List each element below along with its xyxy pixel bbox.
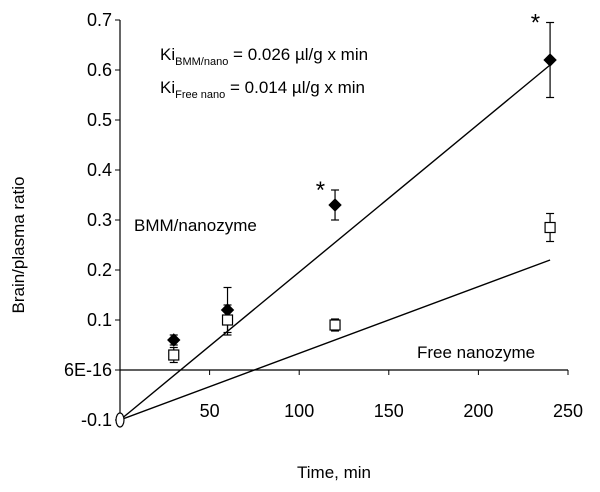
data-marks: **	[115, 10, 557, 428]
ki-bmm-value: = 0.026 µl/g x min	[228, 45, 368, 64]
origin-marker	[115, 412, 125, 428]
ki-free-annotation: KiFree nano = 0.014 µl/g x min	[160, 78, 365, 101]
axes: -0.1 6E-16 0.1 0.2 0.3 0.4 0.5 0.6 0.7 50 100 150 20…	[64, 10, 583, 430]
data-point-bmm	[328, 198, 342, 212]
x-tick-label: 100	[284, 401, 314, 421]
data-point-free	[329, 319, 341, 331]
data-point-bmm	[543, 53, 557, 67]
significance-asterisk: *	[531, 10, 540, 37]
x-tick-label: 50	[200, 401, 220, 421]
fit-lines	[119, 64, 551, 421]
ki-bmm-annotation: KiBMM/nano = 0.026 µl/g x min	[160, 45, 368, 68]
ki-free-value: = 0.014 µl/g x min	[225, 78, 365, 97]
data-point-free	[168, 349, 180, 361]
y-tick-label: 0.5	[87, 110, 112, 130]
y-tick-label: 0.2	[87, 260, 112, 280]
ki-bmm-prefix: Ki	[160, 45, 175, 64]
y-tick-label: 0.4	[87, 160, 112, 180]
fit-line-bmm	[119, 64, 551, 421]
y-tick-label: 0.7	[87, 10, 112, 30]
x-tick-label: 150	[374, 401, 404, 421]
y-tick-label: 0.3	[87, 210, 112, 230]
y-tick-label: 0.1	[87, 310, 112, 330]
ki-free-subscript: Free nano	[175, 89, 225, 101]
y-tick-label: 6E-16	[64, 360, 112, 380]
y-tick-label: -0.1	[81, 410, 112, 430]
series-label-bmm: BMM/nanozyme	[134, 216, 257, 235]
data-point-free	[221, 314, 234, 326]
y-tick-label: 0.6	[87, 60, 112, 80]
ki-bmm-subscript: BMM/nano	[175, 56, 228, 68]
y-axis-title: Brain/plasma ratio	[9, 176, 28, 313]
ki-free-prefix: Ki	[160, 78, 175, 97]
x-tick-label: 250	[553, 401, 583, 421]
data-point-bmm	[167, 333, 181, 347]
significance-asterisk: *	[316, 177, 325, 204]
x-axis-title: Time, min	[297, 463, 371, 482]
series-label-free: Free nanozyme	[417, 343, 535, 362]
x-tick-label: 200	[463, 401, 493, 421]
data-point-free	[544, 221, 556, 234]
fit-line-free	[119, 259, 551, 421]
